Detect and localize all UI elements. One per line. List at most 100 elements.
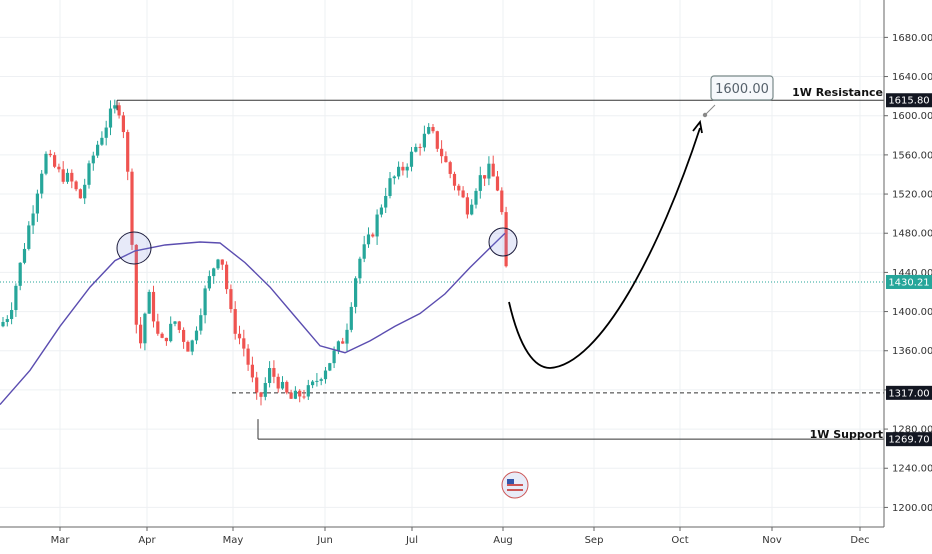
- price-tag-label-mid-support: 1317.00: [888, 388, 929, 399]
- candle-body: [246, 348, 250, 365]
- x-tick-label: May: [223, 535, 244, 546]
- annotations: 1600.00 1W Resistance 1W Support: [116, 75, 883, 441]
- candle-body: [474, 190, 478, 205]
- candle-body: [53, 155, 57, 167]
- candle-body: [478, 175, 482, 191]
- candle-body: [113, 105, 117, 109]
- candle-body: [169, 323, 173, 342]
- candle-body: [354, 278, 358, 307]
- price-axis[interactable]: 1200.001240.001280.001320.001360.001400.…: [883, 0, 932, 550]
- candle-body: [306, 385, 310, 397]
- moving-average: [0, 232, 506, 406]
- candle-body: [440, 148, 444, 157]
- candle-body: [302, 396, 306, 398]
- candle-body: [375, 214, 379, 237]
- candle-body: [388, 178, 392, 196]
- candle-body: [190, 340, 194, 352]
- candle-body: [35, 193, 39, 214]
- candle-body: [5, 319, 9, 322]
- candle-body: [1, 321, 5, 327]
- candle-body: [371, 234, 375, 237]
- target-callout-line: [704, 104, 716, 116]
- candle-body: [345, 329, 349, 344]
- candle-body: [384, 195, 388, 208]
- candle-body: [48, 153, 52, 156]
- candle-body: [293, 390, 297, 399]
- candles: [1, 99, 508, 406]
- projection-curve: [508, 127, 701, 369]
- candle-body: [362, 244, 366, 259]
- candle-body: [435, 131, 439, 149]
- candle-body: [108, 108, 113, 128]
- candle-body: [379, 207, 383, 215]
- candle-body: [126, 132, 130, 172]
- price-tag-mid-support: [886, 385, 932, 400]
- y-tick-label: 1520.00: [892, 190, 932, 201]
- candle-body: [470, 204, 474, 215]
- support-annotation: 1W Support: [810, 428, 883, 441]
- candle-body: [272, 368, 276, 377]
- candle-body: [156, 321, 160, 334]
- x-tick-label: Mar: [51, 535, 71, 546]
- candle-body: [414, 146, 418, 152]
- candle-body: [194, 330, 199, 341]
- candle-body: [341, 341, 345, 344]
- candle-body: [280, 381, 285, 389]
- candle-body: [315, 380, 319, 382]
- y-tick-label: 1440.00: [892, 268, 932, 279]
- candle-body: [220, 259, 224, 265]
- target-callout-box: [710, 75, 774, 101]
- candle-body: [422, 133, 426, 148]
- candle-body: [139, 324, 143, 344]
- projection-arrow-head: [692, 119, 703, 134]
- candle-body: [268, 368, 272, 383]
- candle-body: [27, 225, 31, 249]
- x-tick-label: Oct: [671, 535, 688, 546]
- price-tag-label-support: 1269.70: [888, 435, 929, 446]
- highlight-circle-left: [116, 231, 152, 265]
- candle-body: [491, 163, 495, 177]
- candle-body: [177, 321, 181, 330]
- candle-body: [263, 382, 267, 397]
- target-callout-dot: [702, 112, 708, 118]
- ma-line: [0, 232, 506, 406]
- candle-body: [444, 156, 448, 163]
- candle-body: [276, 376, 280, 389]
- candle-body: [237, 333, 242, 339]
- candle-body: [96, 144, 100, 156]
- candle-body: [61, 169, 65, 182]
- candle-body: [487, 163, 491, 179]
- candle-body: [452, 173, 457, 186]
- y-tick-label: 1480.00: [892, 229, 932, 240]
- candle-body: [431, 127, 435, 132]
- candle-body: [500, 190, 504, 213]
- highlight-circle-right: [488, 227, 518, 257]
- time-axis[interactable]: Mar Apr May Jun Jul Aug Sep Oct Nov Dec: [0, 526, 884, 546]
- candle-body: [100, 137, 104, 145]
- candle-body: [164, 337, 168, 342]
- y-tick-label: 1640.00: [892, 72, 932, 83]
- x-tick-label: Nov: [762, 535, 782, 546]
- candle-body: [298, 390, 302, 397]
- price-tag-label-resistance: 1615.80: [888, 96, 929, 107]
- resistance-annotation: 1W Resistance: [792, 86, 883, 99]
- x-tick-label: Jul: [405, 535, 418, 546]
- candle-body: [495, 176, 500, 191]
- candle-body: [160, 333, 164, 338]
- target-callout-label: 1600.00: [715, 82, 769, 97]
- candle-body: [40, 173, 44, 194]
- candle-body: [336, 341, 340, 351]
- x-tick-label: Jun: [316, 535, 333, 546]
- candle-body: [409, 151, 414, 167]
- candle-body: [465, 197, 469, 215]
- x-tick-label: Sep: [585, 535, 604, 546]
- candle-body: [87, 163, 91, 185]
- x-tick-label: Apr: [138, 535, 156, 546]
- candle-body: [207, 276, 211, 289]
- candle-body: [14, 285, 18, 311]
- candle-body: [392, 176, 396, 179]
- candle-body: [18, 262, 22, 286]
- candle-body: [401, 166, 405, 171]
- candle-body: [130, 171, 134, 245]
